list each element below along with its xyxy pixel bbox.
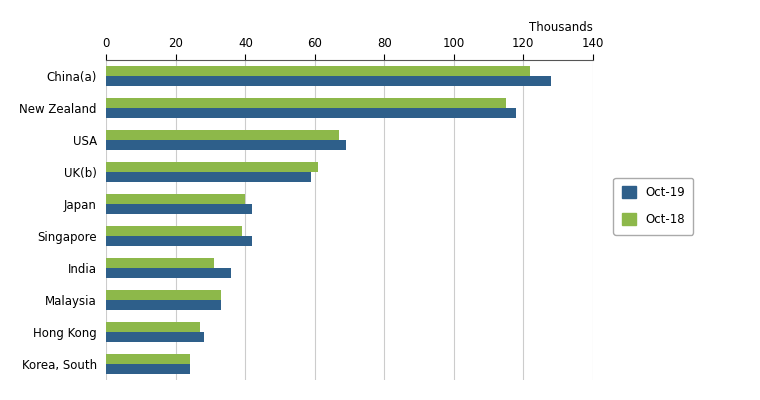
Bar — [106, 258, 214, 268]
Bar — [106, 98, 506, 108]
Bar — [106, 268, 232, 278]
Bar — [106, 290, 221, 300]
Bar — [106, 130, 339, 140]
Bar — [106, 236, 252, 246]
Bar — [106, 364, 190, 374]
Bar — [106, 140, 346, 150]
Legend: Oct-19, Oct-18: Oct-19, Oct-18 — [613, 178, 693, 235]
Bar — [106, 162, 318, 172]
Bar — [106, 194, 245, 204]
Bar — [106, 66, 530, 76]
Bar — [106, 226, 242, 236]
Bar — [106, 332, 204, 342]
Bar — [106, 108, 516, 118]
Bar — [106, 300, 221, 310]
Bar — [106, 76, 551, 86]
Bar — [106, 204, 252, 214]
Bar — [106, 354, 190, 364]
Bar — [106, 322, 200, 332]
Text: Thousands: Thousands — [529, 21, 593, 34]
Bar — [106, 172, 312, 182]
